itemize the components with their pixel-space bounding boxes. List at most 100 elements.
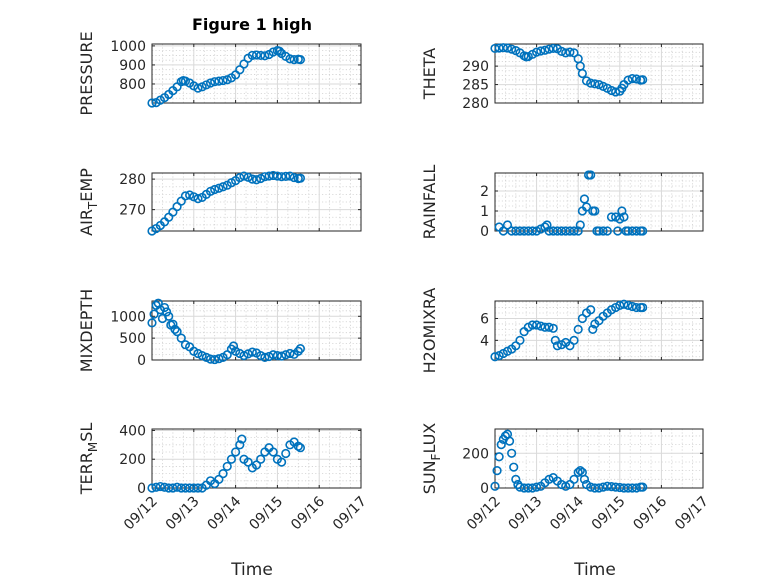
data-point (237, 434, 247, 444)
subplot-6: 4 6 H2OMIXRA (420, 288, 704, 373)
y-tick-label: 6 (480, 311, 489, 327)
data-point (509, 462, 519, 472)
data-point (164, 483, 174, 493)
data-point (579, 474, 590, 484)
data-point (172, 326, 182, 337)
data-point (577, 68, 587, 79)
data-point (260, 352, 270, 362)
x-tick-label: 09/17 (330, 494, 370, 534)
data-point (496, 440, 506, 450)
y-tick-label: 280 (462, 96, 489, 112)
data-point (498, 43, 508, 53)
y-tick-label: 800 (119, 77, 146, 93)
data-point (569, 48, 579, 58)
subplot-8: 09/12 09/13 09/14 09/15 09/16 09/17 0 200 SUNFLU… (420, 423, 712, 534)
data-point (172, 482, 182, 492)
data-point (226, 454, 237, 464)
y-axis-label-subscript: T (86, 201, 100, 210)
data-point (268, 350, 278, 360)
y-tick-label: 2 (480, 184, 489, 200)
data-point (581, 202, 592, 212)
axes-background (151, 43, 362, 104)
x-tick-label: 09/14 (205, 493, 245, 533)
y-axis-label: AIRTEMP (77, 168, 100, 236)
y-tick-label: 0 (137, 353, 146, 369)
data-point (579, 194, 590, 204)
data-point (260, 51, 270, 61)
data-point (222, 461, 232, 472)
data-point (289, 172, 299, 183)
axes-background (494, 428, 704, 489)
data-point (586, 305, 596, 315)
data-point (527, 320, 538, 330)
data-point (180, 191, 191, 201)
data-point (638, 226, 648, 236)
data-point (623, 300, 633, 310)
data-point (214, 474, 224, 484)
x-tick-label: 09/13 (163, 494, 203, 534)
y-tick-label: 0 (137, 481, 146, 497)
data-point (264, 351, 274, 362)
data-point (552, 341, 563, 351)
data-point (295, 55, 305, 65)
data-point (159, 302, 170, 313)
y-tick-label: 1000 (110, 309, 146, 325)
data-point (185, 190, 195, 200)
data-point (193, 194, 203, 204)
data-point (590, 483, 600, 493)
data-point (295, 173, 305, 183)
data-point (285, 171, 295, 181)
y-tick-label: 1 (480, 204, 489, 220)
axes-frame (494, 300, 704, 361)
data-point (502, 220, 513, 230)
y-tick-label: 200 (462, 446, 489, 462)
data-point (214, 354, 224, 364)
data-point (631, 74, 642, 84)
data-point (619, 212, 629, 222)
data-point (293, 346, 303, 356)
x-tick-label: 09/13 (506, 494, 546, 534)
data-point (586, 78, 596, 88)
axes-frame (494, 43, 704, 104)
data-point (548, 43, 558, 54)
data-point (631, 302, 642, 313)
data-point (586, 170, 596, 180)
y-tick-label: 0 (480, 224, 489, 240)
x-tick-label: 09/12 (464, 494, 504, 534)
y-axis-label-subscript: F (429, 453, 443, 460)
data-point (218, 469, 228, 479)
y-axis-label: PRESSURE (77, 31, 96, 115)
data-point (540, 322, 550, 332)
data-point (218, 182, 228, 192)
data-point (638, 302, 648, 313)
data-point (289, 55, 299, 65)
data-point (631, 483, 642, 493)
y-axis-label-part: TERR (77, 452, 96, 495)
y-axis-label-part: SL (77, 423, 96, 442)
data-point (606, 482, 617, 492)
y-tick-label: 1000 (110, 39, 146, 55)
data-point (210, 77, 220, 87)
data-point (531, 482, 542, 492)
data-point (507, 44, 517, 54)
data-point (147, 98, 157, 108)
data-point (256, 50, 266, 61)
data-point (239, 351, 249, 361)
data-point (295, 443, 305, 453)
data-point (239, 171, 249, 181)
data-point (210, 184, 220, 195)
data-point (210, 354, 220, 365)
axes-background (494, 172, 704, 232)
data-point (214, 183, 224, 193)
data-point (235, 440, 245, 450)
data-point (231, 447, 241, 457)
data-point (565, 47, 575, 57)
data-point (168, 319, 178, 329)
x-tick-label: 09/16 (288, 493, 328, 533)
data-point (193, 483, 203, 493)
figure-title: Figure 1 high (192, 15, 312, 34)
data-point (490, 481, 500, 491)
y-tick-label: 400 (119, 423, 146, 439)
data-point (147, 318, 157, 328)
subplot-2: 280 285 290 THETA (420, 43, 704, 112)
